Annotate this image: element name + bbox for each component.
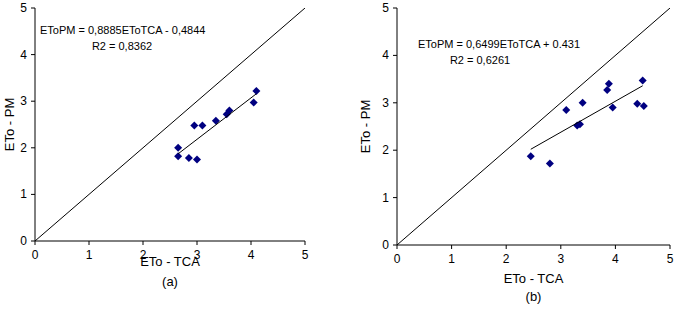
point — [185, 154, 193, 162]
x-tick-label: 4 — [612, 252, 619, 266]
y-tick — [31, 54, 35, 55]
plot-area — [35, 8, 305, 241]
x-tick — [670, 245, 671, 249]
y-axis — [35, 8, 36, 241]
y-tick — [393, 8, 397, 9]
x-tick-label: 1 — [86, 248, 93, 262]
point — [527, 152, 535, 160]
point — [193, 155, 201, 163]
point — [250, 99, 258, 107]
y-axis-label: ETo - PM — [2, 98, 17, 151]
x-axis — [397, 245, 670, 246]
y-tick — [31, 147, 35, 148]
x-tick — [506, 245, 507, 249]
y-tick-label: 4 — [20, 48, 27, 62]
point — [633, 100, 641, 108]
x-tick — [615, 245, 616, 249]
annotation: EToPM = 0,8885EToTCA - 0,4844 — [40, 24, 205, 36]
x-tick — [397, 245, 398, 249]
y-tick-label: 2 — [20, 141, 27, 155]
x-tick — [305, 241, 306, 245]
chart: 0 1 2 3 4 5 0 1 2 3 4 5 ETo - TCA (b) ETo - PM EToPM = … — [358, 1, 674, 304]
y-tick-label: 1 — [382, 191, 389, 205]
plot-area — [397, 8, 670, 245]
line — [531, 86, 643, 150]
y-tick — [393, 102, 397, 103]
point — [562, 106, 570, 114]
x-tick — [197, 241, 198, 245]
y-tick — [393, 150, 397, 151]
y-axis-label: ETo - PM — [358, 100, 373, 153]
point — [605, 80, 613, 88]
x-axis — [35, 241, 305, 242]
y-tick-label: 0 — [382, 238, 389, 252]
chart: 012345012345ETo - TCA(a)ETo - PMEToPM = … — [2, 1, 309, 289]
annotation: R2 = 0,6261 — [450, 54, 510, 66]
x-tick — [143, 241, 144, 245]
line — [397, 8, 670, 245]
y-tick — [31, 194, 35, 195]
y-tick-label: 3 — [20, 94, 27, 108]
point — [603, 86, 611, 94]
y-tick-label: 2 — [382, 143, 389, 157]
annotation: R2 = 0,8362 — [92, 40, 152, 52]
point — [640, 102, 648, 110]
x-tick-label: 5 — [302, 248, 309, 262]
x-tick — [451, 245, 452, 249]
x-axis-label: ETo - TCA — [140, 254, 200, 269]
x-tick — [251, 241, 252, 245]
x-tick-label: 3 — [557, 252, 564, 266]
line — [35, 8, 305, 241]
point — [212, 117, 220, 125]
y-tick-label: 4 — [382, 48, 389, 62]
y-tick-label: 5 — [20, 1, 27, 15]
point — [190, 121, 198, 129]
annotation: EToPM = 0,6499EToTCA + 0.431 — [418, 38, 580, 50]
x-tick — [560, 245, 561, 249]
y-tick — [393, 55, 397, 56]
point — [579, 99, 587, 107]
y-tick-label: 1 — [20, 187, 27, 201]
y-tick-label: 5 — [382, 1, 389, 15]
point — [198, 121, 206, 129]
line — [178, 94, 256, 154]
point — [225, 107, 233, 115]
y-tick — [393, 245, 397, 246]
x-tick-label: 0 — [32, 248, 39, 262]
figure: 0 1 2 3 4 5 0 1 2 3 4 5 ETo - TCA (a) ETo - PM EToPM = … — [0, 0, 678, 314]
x-axis-label: ETo - TCA — [504, 271, 564, 286]
x-tick-label: 0 — [394, 252, 401, 266]
y-tick-label: 0 — [20, 234, 27, 248]
y-tick — [31, 241, 35, 242]
y-tick-label: 3 — [382, 96, 389, 110]
point — [639, 77, 647, 85]
x-tick-label: 5 — [667, 252, 674, 266]
y-axis — [397, 8, 398, 245]
point — [174, 144, 182, 152]
caption: (a) — [162, 274, 178, 289]
x-tick-label: 2 — [503, 252, 510, 266]
point — [546, 159, 554, 167]
y-tick — [31, 8, 35, 9]
y-tick — [31, 101, 35, 102]
x-tick-label: 1 — [448, 252, 455, 266]
x-tick-label: 4 — [248, 248, 255, 262]
y-tick — [393, 197, 397, 198]
x-tick — [35, 241, 36, 245]
caption: (b) — [526, 289, 542, 304]
x-tick — [89, 241, 90, 245]
